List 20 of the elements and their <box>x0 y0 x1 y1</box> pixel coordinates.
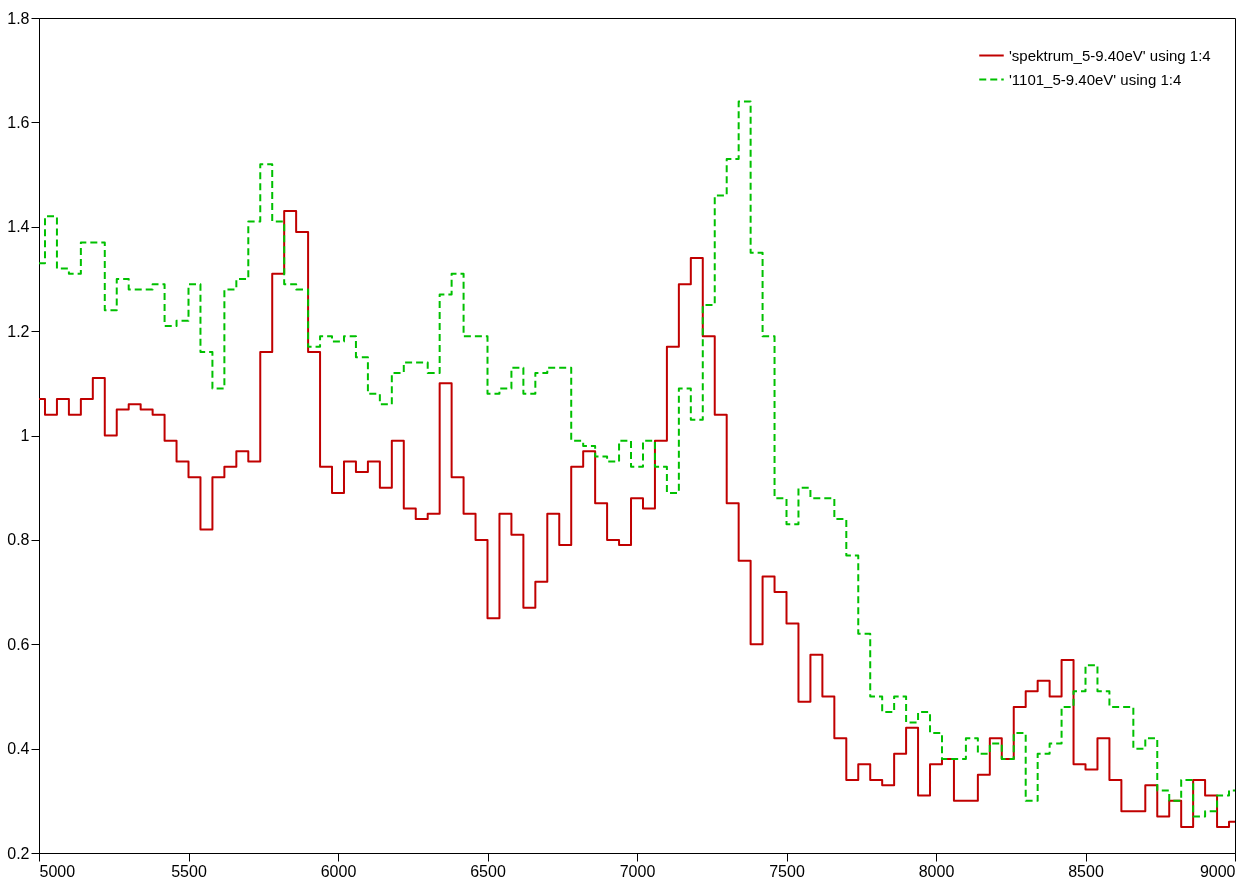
y-tick-label: 0.8 <box>7 531 30 549</box>
x-tick-label: 5500 <box>171 862 207 880</box>
y-tick-label: 1.6 <box>7 113 30 131</box>
x-tick-label: 6000 <box>320 862 357 880</box>
x-tick-label: 7500 <box>769 862 805 880</box>
y-tick-label: 0.2 <box>7 844 30 862</box>
y-tick-label: 1.4 <box>7 218 30 236</box>
x-tick-label: 9000 <box>1199 862 1236 880</box>
legend-label: '1101_5-9.40eV' using 1:4 <box>1009 70 1182 88</box>
x-tick-label: 8500 <box>1068 862 1104 880</box>
y-tick-label: 1.2 <box>7 322 30 340</box>
y-tick-label: 0.6 <box>7 635 30 653</box>
x-tick-label: 8000 <box>918 862 955 880</box>
x-tick-label: 6500 <box>470 862 506 880</box>
legend-label: 'spektrum_5-9.40eV' using 1:4 <box>1009 46 1211 64</box>
y-tick-label: 1 <box>20 427 30 444</box>
x-tick-label: 7000 <box>619 862 656 880</box>
y-tick-label: 0.4 <box>7 740 30 758</box>
x-tick-label: 5000 <box>39 862 76 880</box>
y-tick-label: 1.8 <box>7 9 30 27</box>
